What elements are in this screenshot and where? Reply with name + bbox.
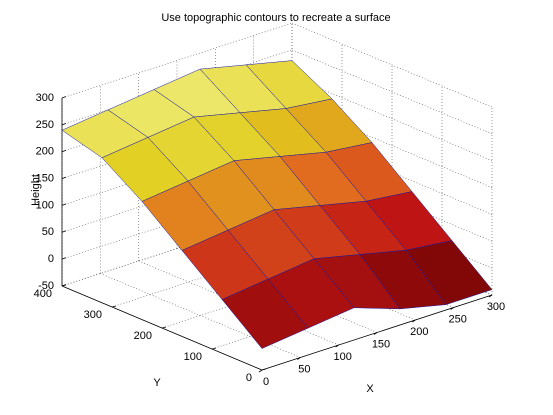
y-tick-label: 200 [134, 330, 152, 342]
y-tick-label: 400 [34, 288, 52, 300]
z-tick-label: 200 [36, 146, 54, 158]
y-tick [211, 347, 217, 350]
y-tick-label: 100 [184, 351, 202, 363]
z-tick-label: -50 [38, 280, 54, 292]
x-tick-label: 200 [410, 326, 428, 338]
x-tick [488, 294, 493, 298]
z-tick [61, 176, 67, 179]
grid-line [61, 22, 293, 99]
z-tick [61, 96, 67, 99]
z-tick-label: 250 [36, 119, 54, 131]
z-tick-label: 0 [48, 253, 54, 265]
x-tick-label: 100 [333, 351, 351, 363]
x-tick [412, 319, 416, 323]
x-tick-label: 0 [263, 376, 269, 388]
z-tick [61, 149, 67, 153]
grid-line [291, 76, 493, 161]
y-tick [111, 305, 117, 308]
chart-title: Use topographic contours to recreate a s… [161, 12, 390, 24]
z-tick-label: 50 [42, 226, 54, 238]
z-tick [61, 122, 67, 126]
x-tick [373, 332, 378, 335]
z-tick-label: 100 [36, 199, 54, 211]
x-tick-label: 150 [372, 338, 390, 350]
x-tick [335, 344, 339, 348]
x-tick [297, 357, 301, 360]
z-tick [61, 257, 67, 260]
x-tick [258, 369, 263, 373]
y-tick [161, 326, 167, 329]
z-tick [61, 203, 67, 206]
x-tick-label: 300 [487, 301, 505, 313]
z-axis-label: Height [30, 174, 42, 206]
z-tick [61, 230, 67, 233]
x-axis-label: X [366, 383, 374, 395]
x-tick [450, 307, 454, 310]
grid-line [291, 49, 493, 135]
z-tick-label: 300 [36, 92, 54, 104]
z-tick-label: 150 [36, 172, 54, 184]
y-tick [261, 368, 267, 371]
grid-line [291, 22, 493, 108]
x-tick-label: 50 [298, 363, 310, 375]
surface-patch [221, 278, 309, 349]
y-tick-label: 0 [246, 372, 252, 384]
z-tick [61, 284, 67, 287]
y-axis-label: Y [153, 377, 161, 389]
y-tick-label: 300 [84, 309, 102, 321]
x-tick-label: 250 [448, 313, 466, 325]
